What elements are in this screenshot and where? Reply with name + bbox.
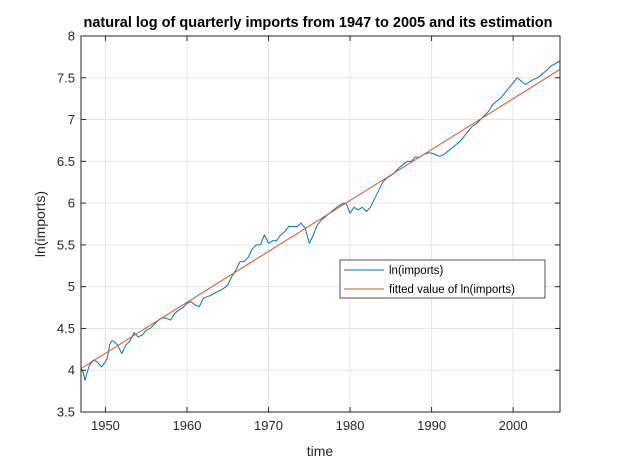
legend-box: [339, 259, 546, 299]
y-tick-label: 4: [68, 363, 75, 378]
axes-box: [80, 35, 561, 413]
x-tick-label: 1970: [254, 418, 283, 433]
legend: ln(imports) fitted value of ln(imports): [339, 259, 546, 299]
y-tick-label: 6.5: [57, 154, 75, 169]
legend-label-imports: ln(imports): [389, 265, 443, 277]
x-tick-label: 1990: [417, 418, 446, 433]
x-tick-labels: 1950 1960 1970 1980 1990 2000: [91, 418, 528, 433]
tick-marks: [81, 35, 560, 413]
y-tick-label: 5: [68, 279, 75, 294]
series-lines: [80, 60, 561, 381]
y-tick-label: 6: [68, 196, 75, 211]
y-tick-label: 4.5: [57, 321, 75, 336]
y-axis-label: ln(imports): [32, 191, 48, 257]
y-tick-label: 7: [68, 112, 75, 127]
chart-title: natural log of quarterly imports from 19…: [84, 15, 553, 31]
x-tick-label: 1950: [91, 418, 120, 433]
y-tick-label: 5.5: [57, 237, 75, 252]
series-line-imports: [80, 60, 561, 381]
plot-area: [80, 35, 561, 413]
series-line-fitted: [80, 68, 561, 369]
y-tick-label: 7.5: [57, 70, 75, 85]
y-tick-labels: 3.5 4 4.5 5 5.5 6 6.5 7 7.5 8: [57, 29, 75, 420]
legend-label-fitted: fitted value of ln(imports): [389, 284, 515, 296]
x-tick-label: 1960: [173, 418, 202, 433]
axes-background: [81, 36, 560, 412]
y-tick-label: 8: [68, 29, 75, 44]
x-axis-label: time: [307, 443, 334, 459]
x-tick-label: 2000: [499, 418, 528, 433]
y-tick-label: 3.5: [57, 405, 75, 420]
x-tick-label: 1980: [336, 418, 365, 433]
